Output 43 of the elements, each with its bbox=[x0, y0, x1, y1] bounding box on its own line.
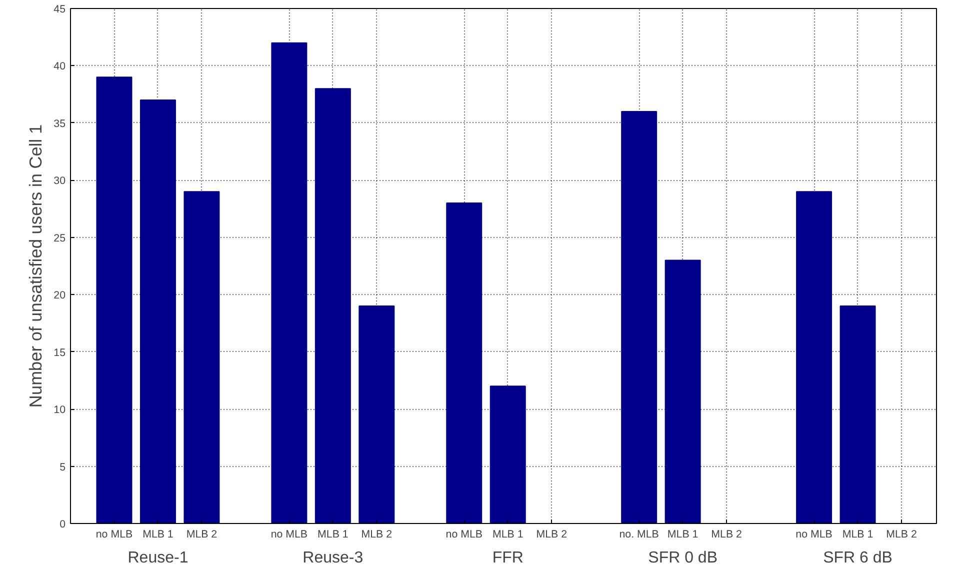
bar bbox=[314, 88, 351, 524]
text: SFR 0 dB bbox=[648, 550, 718, 566]
x-tick-label: MLB 2 bbox=[186, 528, 218, 540]
y-tick-label: 15 bbox=[54, 346, 66, 359]
bar bbox=[796, 191, 832, 524]
text: SFR 6 dB bbox=[823, 550, 892, 566]
x-tick-label: MLB 2 bbox=[711, 528, 742, 540]
x-tick-label: MLB 2 bbox=[536, 528, 568, 540]
bar bbox=[446, 202, 482, 524]
bar bbox=[664, 260, 701, 524]
x-tick-label: no MLB bbox=[796, 528, 832, 540]
x-tick-label: MLB 1 bbox=[492, 528, 524, 540]
y-tick-label: 20 bbox=[54, 290, 66, 302]
bar bbox=[96, 76, 132, 524]
x-tick-label: no MLB bbox=[270, 528, 308, 540]
bar bbox=[840, 306, 876, 524]
y-tick-label: 45 bbox=[54, 4, 66, 16]
bar bbox=[358, 306, 395, 524]
bar bbox=[621, 111, 658, 524]
text: Reuse-1 bbox=[128, 550, 188, 566]
x-tick-label: MLB 1 bbox=[667, 528, 698, 540]
y-tick-label: 30 bbox=[54, 175, 66, 188]
x-tick-label: no MLB bbox=[96, 528, 133, 540]
x-tick-label: MLB 1 bbox=[142, 528, 174, 540]
bar bbox=[184, 191, 220, 524]
x-tick-label: MLB 1 bbox=[842, 528, 874, 540]
bar bbox=[490, 386, 526, 524]
y-tick-label: 40 bbox=[54, 60, 66, 73]
x-tick-label: MLB 2 bbox=[361, 528, 392, 540]
x-tick-label: MLB 2 bbox=[886, 528, 917, 540]
x-tick-label: MLB 1 bbox=[318, 528, 348, 540]
bar bbox=[140, 100, 176, 524]
x-tick-label: no MLB bbox=[446, 528, 483, 540]
text: Reuse-3 bbox=[302, 550, 364, 566]
y-tick-label: 5 bbox=[60, 461, 66, 474]
y-tick-label: 25 bbox=[54, 232, 66, 244]
y-tick-label: 35 bbox=[54, 118, 66, 130]
text: FFR bbox=[492, 550, 524, 566]
x-tick-label: no. MLB bbox=[619, 528, 659, 540]
y-axis-title: Number of unsatisfied users in Cell 1 bbox=[26, 124, 46, 408]
bar bbox=[271, 42, 308, 524]
y-tick-label: 10 bbox=[54, 404, 66, 416]
y-tick-label: 0 bbox=[60, 518, 66, 530]
